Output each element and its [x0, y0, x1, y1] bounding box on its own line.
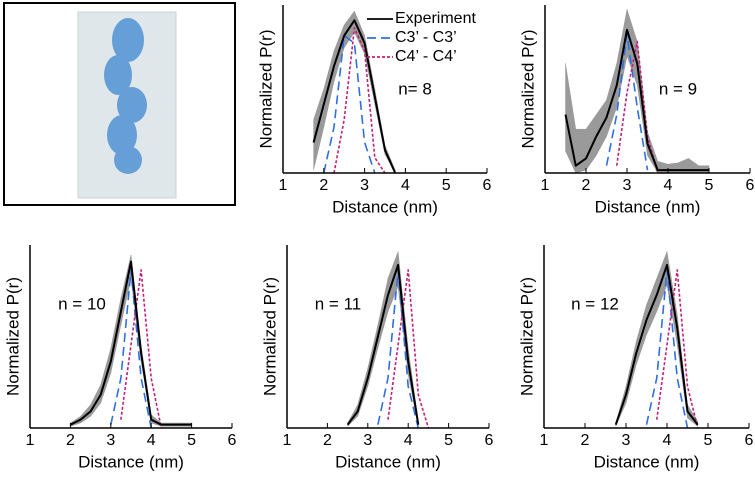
x-tick-label: 2 [323, 432, 332, 449]
x-axis-label: Distance (nm) [335, 452, 441, 471]
x-tick-label: 6 [485, 432, 494, 449]
x-tick-label: 3 [360, 177, 369, 194]
x-tick-label: 1 [540, 432, 549, 449]
x-tick-label: 5 [705, 177, 714, 194]
y-axis-label: Normalized P(r) [260, 277, 279, 396]
x-tick-label: 2 [582, 177, 591, 194]
series-line [346, 263, 420, 426]
series-line [387, 269, 430, 429]
legend-label: C4’ - C4’ [395, 48, 457, 65]
x-tick-label: 5 [444, 432, 453, 449]
x-tick-label: 4 [147, 432, 156, 449]
x-tick-label: 6 [228, 432, 237, 449]
x-axis-label: Distance (nm) [595, 197, 701, 216]
x-tick-label: 5 [442, 177, 451, 194]
series-line [333, 27, 386, 174]
x-tick-label: 2 [66, 432, 75, 449]
series-line [120, 269, 163, 429]
x-tick-label: 5 [187, 432, 196, 449]
chart: 1 2 3 4 5 6 Distance (nm) Normalized P(r) n = 12 [517, 245, 754, 471]
x-tick-label: 4 [664, 177, 673, 194]
x-tick-label: 2 [581, 432, 590, 449]
x-tick-label: 6 [746, 177, 755, 194]
x-tick-label: 3 [106, 432, 115, 449]
annotation: n= 8 [398, 79, 432, 98]
y-axis-label: Normalized P(r) [517, 277, 536, 396]
x-tick-label: 1 [26, 432, 35, 449]
uncertainty-band [575, 128, 587, 174]
series-line [614, 263, 699, 426]
x-axis-label: Distance (nm) [332, 197, 438, 216]
x-axis-label: Distance (nm) [594, 452, 700, 471]
series-line [564, 28, 709, 172]
chart: 1 2 3 4 5 6 Distance (nm) Normalized P(r) n = 9 [518, 5, 755, 216]
legend-label: Experiment [395, 10, 476, 27]
x-tick-label: 6 [745, 432, 754, 449]
x-tick-label: 4 [663, 432, 672, 449]
x-tick-label: 4 [401, 177, 410, 194]
uncertainty-band [585, 113, 597, 171]
structure-image [3, 2, 236, 206]
legend-label: C3’ - C3’ [395, 29, 457, 46]
y-axis-label: Normalized P(r) [256, 29, 275, 148]
chart: 1 2 3 4 5 6 Distance (nm) Normalized P(r) n = 10 [3, 245, 237, 471]
annotation: n = 10 [58, 294, 106, 313]
series-line [655, 269, 699, 429]
series-line [615, 40, 659, 174]
uncertainty-band [667, 162, 679, 174]
uncertainty-band [657, 160, 669, 174]
x-tick-label: 1 [279, 177, 288, 194]
series-line [312, 19, 397, 174]
series-line [69, 260, 192, 426]
y-axis-label: Normalized P(r) [518, 29, 537, 148]
uncertainty-band [90, 384, 101, 418]
chart: 1 2 3 4 5 6 Distance (nm) Normalized P(r) n= 8 Ex… [256, 5, 492, 216]
y-axis-label: Normalized P(r) [3, 277, 22, 396]
x-tick-label: 5 [704, 432, 713, 449]
x-tick-label: 1 [283, 432, 292, 449]
annotation: n = 9 [659, 79, 697, 98]
x-tick-label: 3 [623, 177, 632, 194]
x-tick-label: 4 [404, 432, 413, 449]
annotation: n = 12 [571, 294, 619, 313]
x-tick-label: 6 [483, 177, 492, 194]
x-tick-label: 2 [319, 177, 328, 194]
chart: 1 2 3 4 5 6 Distance (nm) Normalized P(r) n = 11 [260, 245, 494, 471]
uncertainty-band [313, 88, 325, 171]
annotation: n = 11 [315, 294, 361, 313]
series-line [323, 34, 376, 174]
x-tick-label: 3 [363, 432, 372, 449]
x-tick-label: 1 [541, 177, 550, 194]
x-axis-label: Distance (nm) [78, 452, 184, 471]
x-tick-label: 3 [622, 432, 631, 449]
